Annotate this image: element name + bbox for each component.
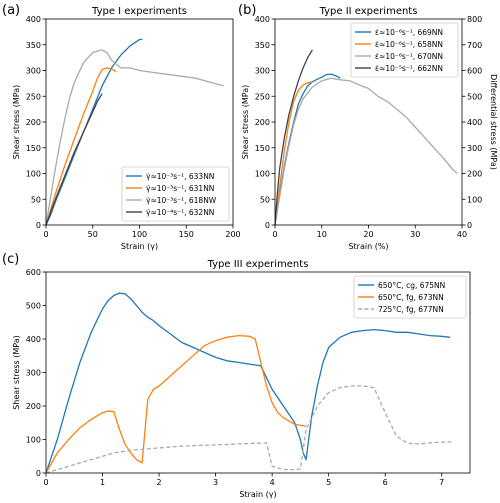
y-tick-label: 150 [255, 144, 270, 153]
legend-entry-label: γ̇≈10⁻³s⁻¹, 633NN [146, 172, 214, 181]
series-line-1 [46, 334, 307, 473]
series-line-3 [275, 49, 313, 225]
y2-tick-label: 500 [467, 92, 482, 101]
x-tick-label: 150 [179, 230, 194, 239]
y-tick-label: 50 [31, 195, 41, 204]
legend-box [353, 275, 467, 319]
x-tick-label: 10 [317, 230, 327, 239]
y-tick-label: 300 [255, 67, 270, 76]
plot-area [46, 38, 224, 225]
y2-tick-label: 600 [467, 67, 482, 76]
legend-entry-label: 650°C, fg, 673NN [378, 293, 444, 302]
y-tick-label: 350 [26, 41, 41, 50]
chart-title: Type II experiments [319, 6, 418, 17]
x-tick-label: 5 [326, 478, 331, 487]
x-tick-label: 7 [439, 478, 444, 487]
y-tick-label: 400 [26, 335, 41, 344]
y2-tick-label: 0 [467, 221, 472, 230]
chart-panel-0: (a) Type I experiments 0 50 100 150 200 0 50 100 1… [2, 3, 241, 251]
x-tick-label: 6 [383, 478, 388, 487]
y2-tick-label: 100 [467, 195, 482, 204]
x-tick-label: 0 [43, 230, 48, 239]
y-tick-label: 200 [26, 118, 41, 127]
y-tick-label: 50 [260, 195, 270, 204]
panel-label: (c) [2, 252, 19, 267]
series-line-3 [46, 93, 103, 225]
x-tick-label: 200 [225, 230, 240, 239]
legend-entry-label: γ̇≈10⁻⁴s⁻¹, 632NN [146, 208, 214, 217]
y-tick-label: 250 [255, 92, 270, 101]
y2-tick-label: 400 [467, 118, 482, 127]
legend-box [121, 166, 230, 222]
legend: γ̇≈10⁻³s⁻¹, 633NN γ̇≈10⁻³s⁻¹, 631NN γ̇≈10⁻… [121, 166, 230, 222]
y-tick-label: 0 [36, 469, 41, 478]
panel-label: (b) [238, 3, 256, 18]
legend-box [350, 22, 459, 78]
chart-title: Type I experiments [91, 6, 187, 17]
panel-label: (a) [2, 3, 20, 18]
x-tick-label: 3 [213, 478, 218, 487]
y-tick-label: 0 [265, 221, 270, 230]
chart-title: Type III experiments [207, 259, 309, 270]
y-tick-label: 100 [255, 170, 270, 179]
series-line-2 [46, 49, 224, 225]
x-tick-label: 50 [88, 230, 98, 239]
y-tick-label: 400 [26, 15, 41, 24]
series-line-1 [275, 81, 313, 225]
legend-entry-label: γ̇≈10⁻³s⁻¹, 618NW [146, 196, 217, 205]
series-line-0 [46, 292, 451, 473]
legend-entry-label: ε̇≈10⁻⁶s⁻¹, 658NN [375, 40, 443, 49]
y2-tick-label: 200 [467, 170, 482, 179]
legend-entry-label: ε̇≈10⁻⁶s⁻¹, 670NN [375, 52, 443, 61]
y-tick-label: 350 [255, 41, 270, 50]
y-tick-label: 0 [36, 221, 41, 230]
plot-area [275, 49, 458, 225]
legend-entry-label: 725°C, fg, 677NN [378, 305, 444, 314]
x-tick-label: 2 [157, 478, 162, 487]
y-axis-label: Shear stress (MPa) [241, 85, 250, 160]
x-tick-label: 1 [100, 478, 105, 487]
x-axis-label: Strain (γ) [121, 242, 158, 251]
y-tick-label: 600 [26, 268, 41, 277]
y-tick-label: 100 [26, 436, 41, 445]
x-tick-label: 40 [457, 230, 467, 239]
y-tick-label: 250 [26, 92, 41, 101]
x-tick-label: 20 [363, 230, 373, 239]
y2-tick-label: 300 [467, 144, 482, 153]
y-tick-label: 400 [255, 15, 270, 24]
y-tick-label: 100 [26, 170, 41, 179]
legend: 650°C, cg, 675NN 650°C, fg, 673NN 725°C, f… [353, 275, 467, 319]
y-tick-label: 500 [26, 302, 41, 311]
y-tick-label: 200 [255, 118, 270, 127]
y-tick-label: 150 [26, 144, 41, 153]
legend-entry-label: 650°C, cg, 675NN [378, 281, 445, 290]
x-axis-label: Strain (γ) [239, 490, 276, 499]
plot-area [46, 292, 454, 473]
x-tick-label: 0 [272, 230, 277, 239]
x-axis-label: Strain (%) [348, 242, 388, 251]
x-tick-label: 30 [410, 230, 420, 239]
x-tick-label: 100 [132, 230, 147, 239]
legend: ε̇≈10⁻⁶s⁻¹, 669NN ε̇≈10⁻⁶s⁻¹, 658NN ε̇≈10⁻… [350, 22, 459, 78]
y2-axis-label: Differential stress (MPa) [489, 74, 498, 170]
series-line-0 [46, 38, 143, 225]
legend-entry-label: γ̇≈10⁻³s⁻¹, 631NN [146, 184, 214, 193]
y-axis-label: Shear stress (MPa) [12, 85, 21, 160]
y2-tick-label: 800 [467, 15, 482, 24]
legend-entry-label: ε̇≈10⁻⁶s⁻¹, 669NN [375, 28, 443, 37]
chart-panel-2: (c) Type III experiments 0 1 2 3 4 5 6 7 0 100 200 30… [2, 252, 471, 499]
y2-tick-label: 700 [467, 41, 482, 50]
series-line-1 [46, 67, 117, 225]
x-tick-label: 4 [270, 478, 275, 487]
series-line-2 [275, 77, 458, 225]
legend-entry-label: ε̇≈10⁻⁵s⁻¹, 662NN [375, 64, 443, 73]
x-tick-label: 0 [43, 478, 48, 487]
series-line-2 [46, 385, 454, 473]
y-tick-label: 300 [26, 369, 41, 378]
y-tick-label: 200 [26, 402, 41, 411]
y-axis-label: Shear stress (MPa) [12, 335, 21, 410]
y-tick-label: 300 [26, 67, 41, 76]
